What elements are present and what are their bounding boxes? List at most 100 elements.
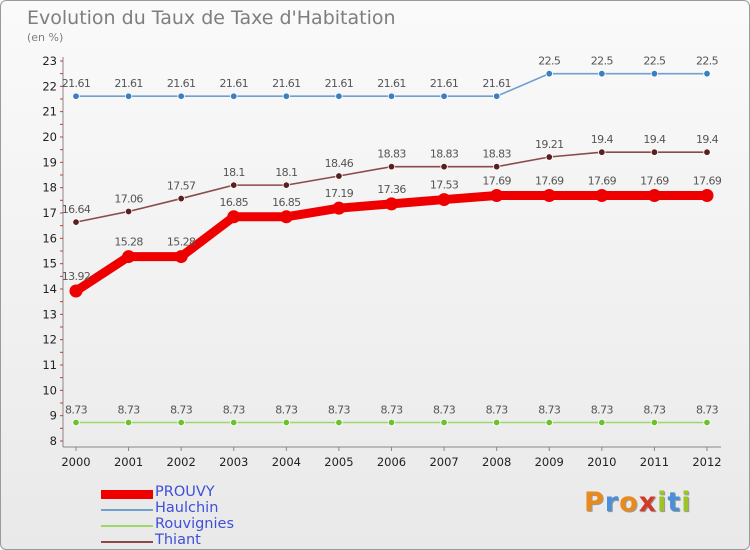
data-point-thiant (703, 148, 711, 156)
data-label-rouvignies: 8.73 (643, 404, 666, 417)
proxiti-logo: Proxiti (584, 487, 692, 518)
data-point-rouvignies (282, 418, 291, 427)
data-point-thiant (335, 172, 343, 180)
data-label-prouvy: 17.69 (693, 175, 722, 188)
data-label-thiant: 18.1 (275, 166, 297, 179)
data-point-prouvy (122, 250, 136, 264)
data-point-prouvy (647, 189, 661, 203)
data-label-thiant: 19.4 (696, 133, 719, 146)
data-point-thiant (72, 218, 80, 226)
data-point-prouvy (700, 189, 714, 203)
data-point-rouvignies (598, 418, 606, 427)
data-point-rouvignies (545, 418, 553, 427)
data-label-rouvignies: 8.73 (328, 404, 351, 417)
data-point-prouvy (332, 201, 346, 215)
data-point-rouvignies (440, 418, 448, 427)
data-label-haulchin: 21.61 (430, 77, 459, 90)
y-tick-label: 10 (42, 383, 57, 397)
series-labels: 21.61 21.61 21.61 21.61 21.61 21.61 21.61 21.61… (62, 55, 723, 417)
axes: 8 9 10 11 12 13 14 15 16 17 18 19 20 21 22 23 2000 2001 20… (42, 54, 721, 469)
y-tick-label: 11 (42, 358, 57, 372)
data-label-rouvignies: 8.73 (538, 404, 561, 417)
data-point-rouvignies (703, 418, 711, 427)
y-tick-label: 12 (42, 333, 57, 347)
data-point-haulchin (282, 92, 291, 100)
y-tick-label: 22 (42, 79, 57, 93)
x-tick-label: 2011 (640, 455, 669, 469)
y-tick-label: 14 (42, 282, 57, 296)
data-label-thiant: 18.83 (430, 148, 459, 161)
data-label-prouvy: 17.69 (640, 175, 669, 188)
data-label-thiant: 16.64 (62, 203, 91, 216)
data-label-rouvignies: 8.73 (118, 404, 141, 417)
data-point-haulchin (545, 69, 553, 78)
x-tick-label: 2005 (324, 455, 353, 469)
data-label-rouvignies: 8.73 (433, 404, 456, 417)
y-tick-label: 9 (50, 409, 57, 423)
data-label-prouvy: 17.53 (430, 179, 459, 192)
data-label-haulchin: 22.5 (538, 55, 561, 68)
data-point-rouvignies (72, 418, 80, 427)
data-point-haulchin (492, 92, 501, 100)
data-point-rouvignies (230, 418, 238, 427)
data-point-prouvy (490, 189, 504, 203)
data-label-haulchin: 22.5 (696, 55, 719, 68)
data-point-rouvignies (335, 418, 343, 427)
data-label-rouvignies: 8.73 (275, 404, 298, 417)
data-label-haulchin: 22.5 (643, 55, 666, 68)
data-label-thiant: 19.4 (643, 133, 666, 146)
data-point-haulchin (440, 92, 448, 100)
data-label-prouvy: 17.19 (325, 187, 354, 200)
data-label-rouvignies: 8.73 (65, 404, 88, 417)
data-point-haulchin (703, 69, 711, 78)
data-point-haulchin (598, 69, 606, 78)
x-tick-label: 2001 (114, 455, 143, 469)
data-point-thiant (282, 181, 291, 189)
y-tick-label: 18 (42, 181, 57, 195)
data-point-prouvy (174, 250, 188, 264)
data-label-thiant: 17.57 (167, 180, 196, 193)
data-label-prouvy: 16.85 (272, 196, 301, 209)
legend-swatch (101, 490, 153, 499)
data-point-prouvy (227, 210, 241, 224)
data-point-haulchin (650, 69, 659, 78)
data-point-haulchin (72, 92, 80, 100)
chart-title: Evolution du Taux de Taxe d'Habitation (27, 7, 396, 29)
x-tick-label: 2012 (692, 455, 721, 469)
legend-label: Thiant (155, 532, 201, 548)
data-point-prouvy (595, 189, 609, 203)
y-tick-label: 17 (42, 206, 57, 220)
data-label-thiant: 19.4 (591, 133, 614, 146)
data-label-rouvignies: 8.73 (223, 404, 246, 417)
data-label-prouvy: 17.36 (377, 183, 406, 196)
data-point-prouvy (385, 197, 398, 211)
data-label-thiant: 17.06 (114, 192, 143, 205)
x-tick-label: 2002 (167, 455, 196, 469)
legend-label: Rouvignies (155, 516, 234, 532)
legend-swatch (101, 509, 153, 511)
y-tick-label: 21 (42, 105, 57, 119)
data-label-haulchin: 21.61 (114, 77, 143, 90)
legend-label: PROUVY (155, 484, 215, 500)
data-point-rouvignies (177, 418, 185, 427)
data-point-rouvignies (387, 418, 396, 427)
data-label-haulchin: 21.61 (272, 77, 301, 90)
data-point-haulchin (335, 92, 343, 100)
y-tick-label: 15 (42, 257, 57, 271)
data-label-rouvignies: 8.73 (486, 404, 509, 417)
x-tick-label: 2004 (272, 455, 301, 469)
legend-swatch (101, 525, 153, 527)
data-label-rouvignies: 8.73 (380, 404, 403, 417)
data-label-haulchin: 22.5 (591, 55, 614, 68)
data-point-haulchin (387, 92, 396, 100)
y-tick-label: 13 (42, 307, 57, 321)
data-point-rouvignies (124, 418, 133, 427)
data-point-prouvy (542, 189, 556, 203)
y-tick-label: 20 (42, 130, 57, 144)
data-label-thiant: 18.83 (482, 148, 511, 161)
legend-swatch (101, 541, 153, 543)
data-label-rouvignies: 8.73 (170, 404, 193, 417)
data-point-thiant (650, 148, 659, 156)
chart-subtitle: (en %) (27, 31, 64, 44)
